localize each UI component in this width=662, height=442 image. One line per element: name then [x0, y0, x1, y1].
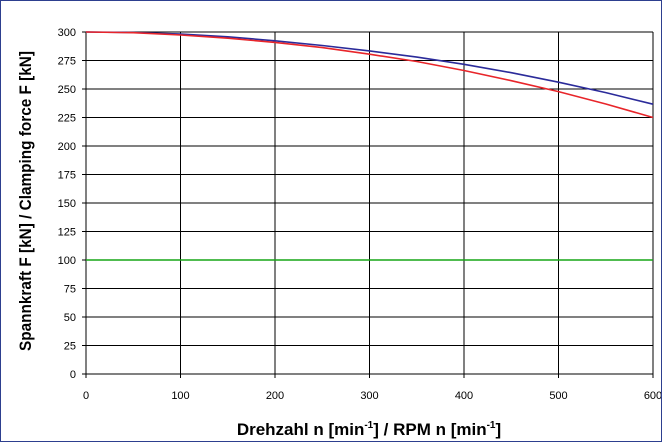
y-tick-label-12: 300	[58, 27, 76, 39]
y-tick-labels: 0 25 50 75 100 125 150 175 200 225 250 275 300	[58, 27, 76, 381]
y-tick-label-2: 50	[64, 312, 76, 324]
y-tick-label-11: 275	[58, 56, 76, 68]
x-tick-label-3: 300	[360, 390, 378, 402]
y-tick-label-7: 175	[58, 170, 76, 182]
x-tick-label-2: 200	[266, 390, 284, 402]
y-tick-label-4: 100	[58, 255, 76, 267]
series-line-1	[85, 31, 654, 119]
x-tick-label-1: 100	[171, 390, 189, 402]
x-tick-label-6: 600	[644, 390, 661, 402]
x-label-part: ] / RPM n [min	[373, 420, 486, 439]
y-tick-label-8: 200	[58, 141, 76, 153]
x-label-superscript: -1	[364, 420, 373, 431]
y-tick-label-9: 225	[58, 113, 76, 125]
x-tick-label-0: 0	[83, 390, 89, 402]
series-line-0	[85, 31, 654, 105]
x-tick-label-4: 400	[455, 390, 473, 402]
x-axis-label: Drehzahl n [min-1] / RPM n [min-1]	[237, 420, 501, 439]
x-label-superscript: -1	[487, 420, 496, 431]
x-label-part: Drehzahl n [min	[237, 420, 365, 439]
x-tick-labels: 0 100 200 300 400 500 600	[83, 390, 661, 402]
y-tick-label-5: 125	[58, 227, 76, 239]
x-tick-label-5: 500	[549, 390, 567, 402]
y-tick-label-1: 25	[64, 341, 76, 353]
y-axis-label: Spannkraft F [kN] / Clamping force F [kN…	[16, 51, 35, 351]
y-tick-label-10: 250	[58, 84, 76, 96]
grid	[82, 31, 654, 378]
series-group	[85, 31, 654, 261]
y-tick-label-0: 0	[70, 369, 76, 381]
x-label-part: ]	[495, 420, 501, 439]
y-tick-label-6: 150	[58, 198, 76, 210]
y-tick-label-3: 75	[64, 284, 76, 296]
